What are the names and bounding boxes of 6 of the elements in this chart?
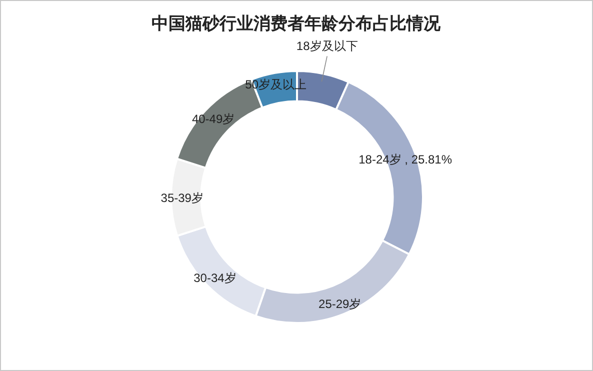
slice-label: 18岁及以下 [296, 39, 358, 54]
chart-title: 中国猫砂行业消费者年龄分布占比情况 [152, 14, 442, 33]
slice-label: 35-39岁 [160, 190, 204, 205]
slice-label: 18-24岁 , 25.81% [358, 152, 452, 166]
slice-label: 25-29岁 [318, 297, 362, 312]
slice-label: 30-34岁 [194, 270, 236, 285]
